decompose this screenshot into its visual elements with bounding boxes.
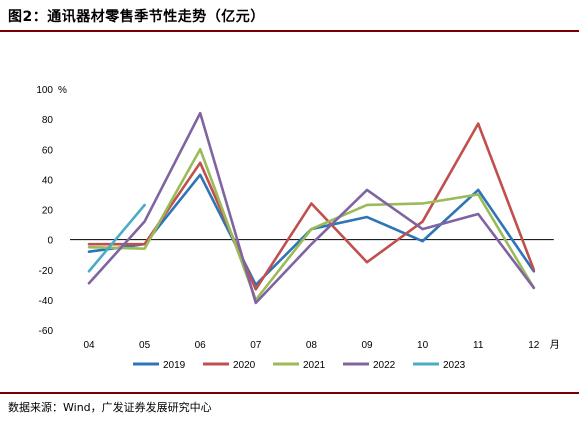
series-line-2023	[87, 203, 146, 273]
y-tick-label: -40	[39, 296, 54, 307]
x-tick-label: 10	[417, 340, 429, 351]
y-tick-label: 60	[42, 145, 54, 156]
y-tick-label: 20	[42, 206, 54, 217]
y-tick-label: -20	[39, 266, 54, 277]
y-tick-label: 40	[42, 175, 54, 186]
header-divider	[0, 30, 579, 32]
x-tick-label: 09	[361, 340, 373, 351]
y-tick-label: 80	[42, 115, 54, 126]
legend-label-2022: 2022	[373, 360, 396, 371]
y-tick-label: -60	[39, 326, 54, 337]
x-tick-label: 11	[473, 340, 484, 351]
legend-label-2020: 2020	[233, 360, 256, 371]
data-source-note: 数据来源：Wind，广发证券发展研究中心	[8, 401, 212, 414]
x-axis-unit: 月	[550, 339, 560, 351]
y-tick-label: 0	[47, 236, 53, 247]
x-tick-label: 08	[306, 340, 318, 351]
chart-title: 图2：通讯器材零售季节性走势（亿元）	[8, 9, 265, 25]
y-tick-label: 100	[36, 85, 53, 96]
series-line-2021	[87, 147, 536, 302]
footer-divider	[0, 392, 579, 394]
x-tick-label: 07	[250, 340, 262, 351]
legend: 2019 2020 2021 2022 2023	[133, 360, 466, 371]
legend-label-2023: 2023	[443, 360, 466, 371]
x-tick-label: 06	[195, 340, 207, 351]
x-tick-label: 12	[528, 340, 540, 351]
x-tick-label: 05	[139, 340, 151, 351]
line-chart: -60 -40 -20 0 20 40 60 80 100 % 04 05 06 07 08 09 10 11 12…	[36, 85, 560, 371]
legend-label-2019: 2019	[163, 360, 186, 371]
series-lines	[87, 111, 536, 305]
legend-label-2021: 2021	[303, 360, 326, 371]
series-line-2020	[87, 122, 536, 291]
x-tick-label: 04	[83, 340, 95, 351]
y-axis-unit: %	[58, 85, 67, 96]
